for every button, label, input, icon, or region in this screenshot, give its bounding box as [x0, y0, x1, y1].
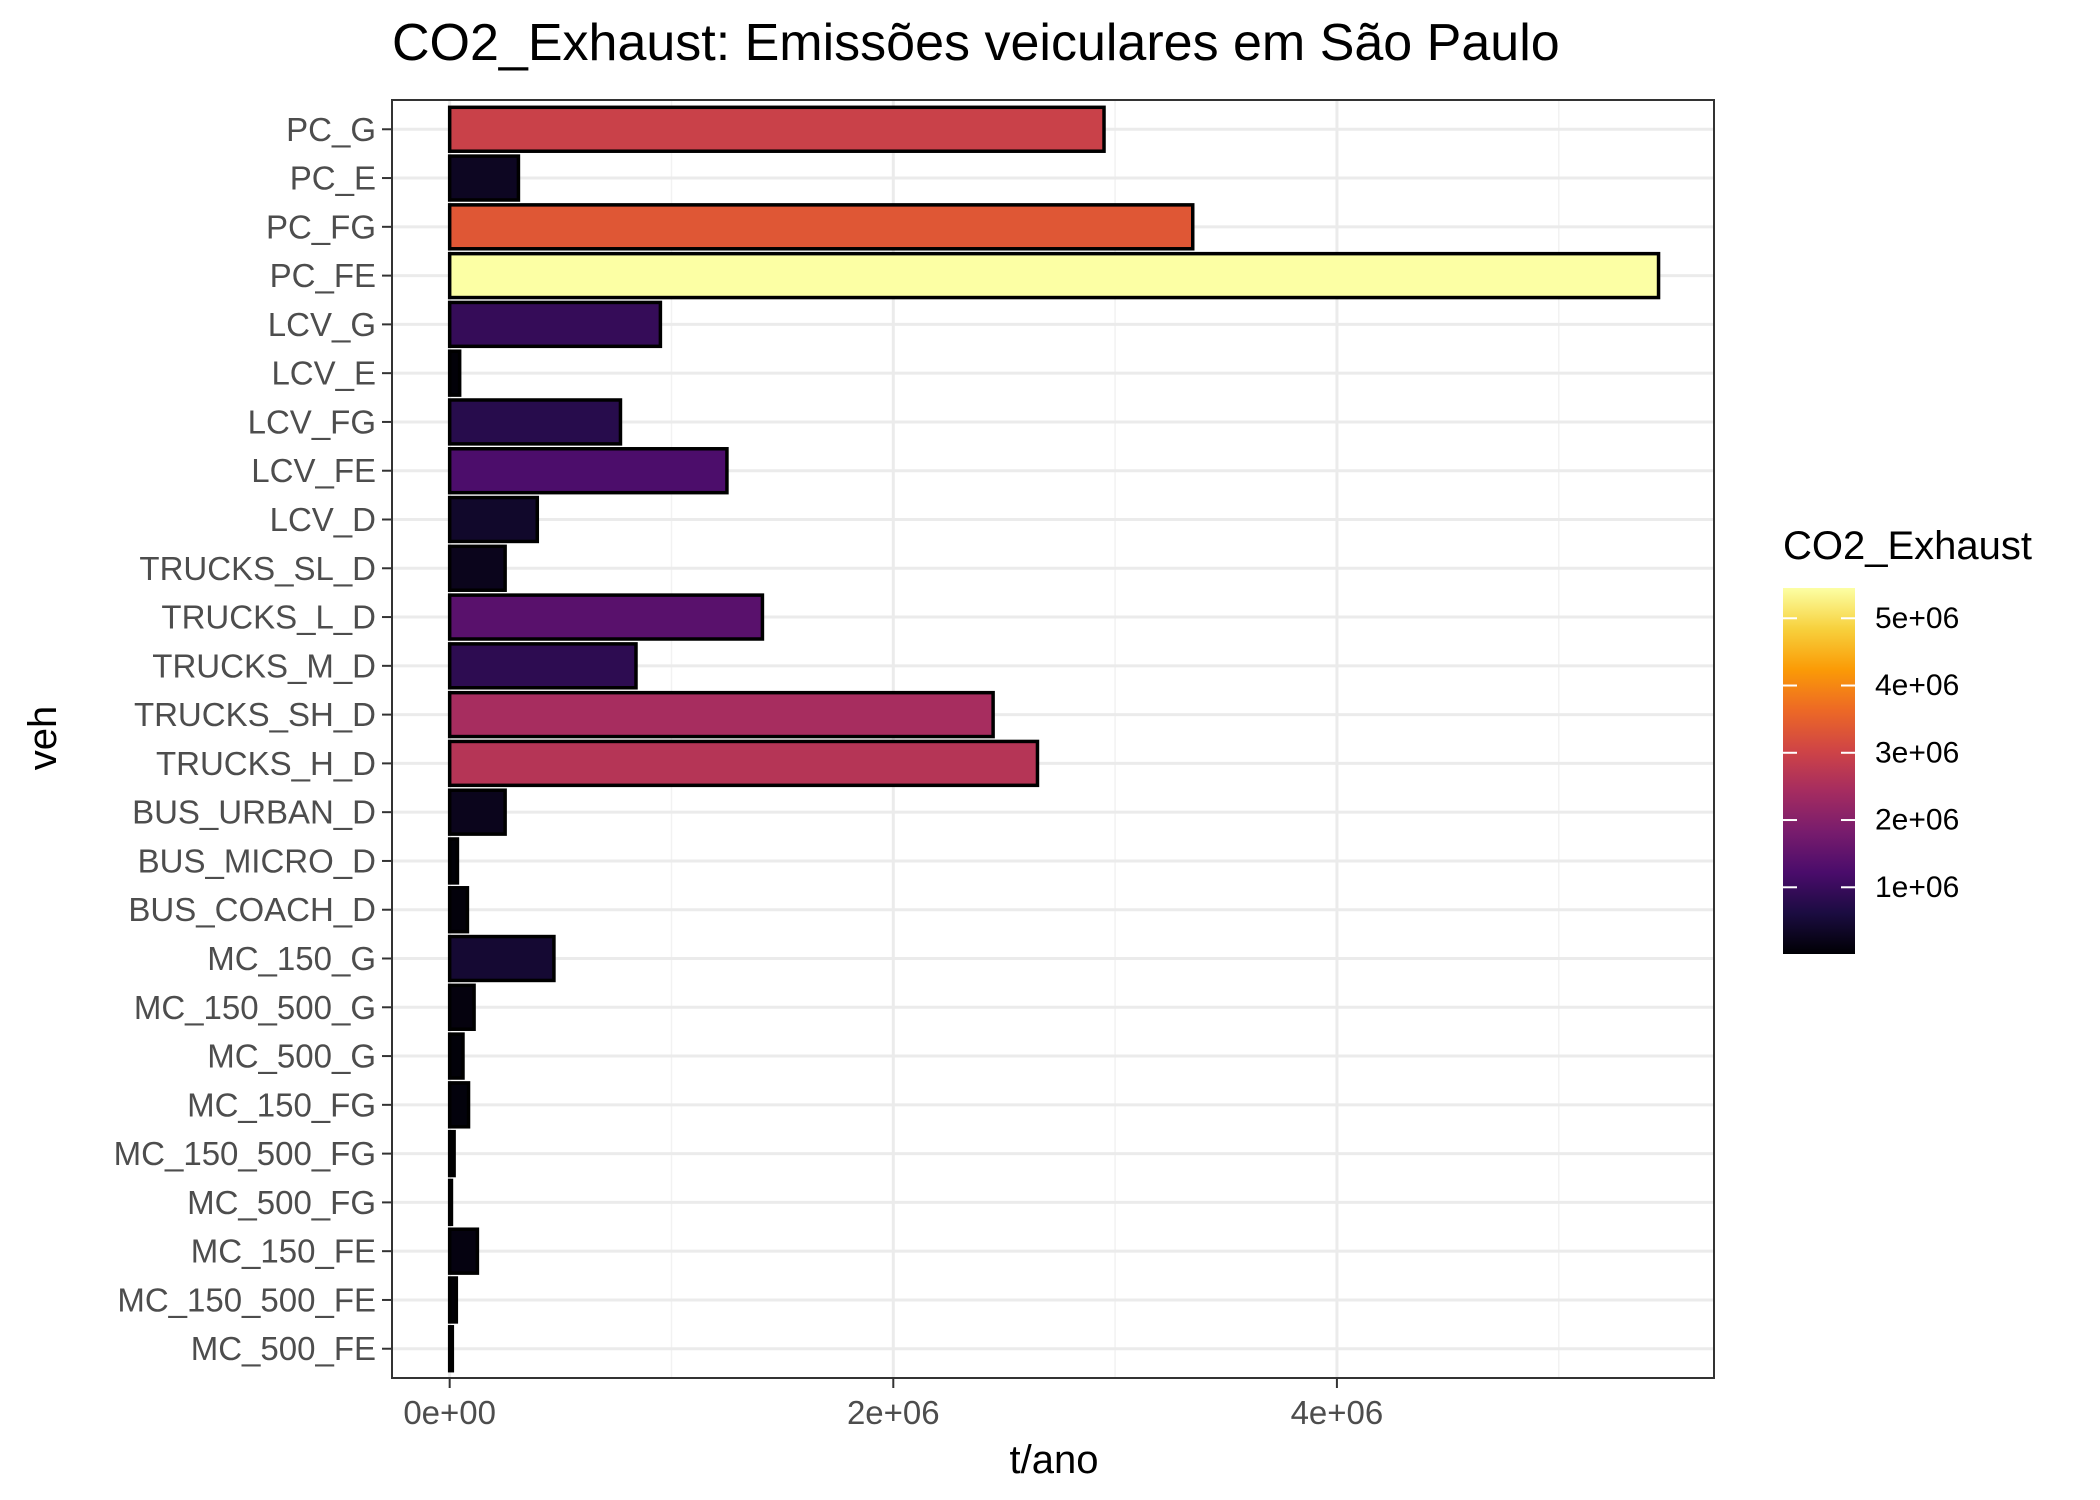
y-tick-label: MC_500_G	[207, 1038, 376, 1075]
bar	[447, 1081, 471, 1129]
y-tick-label: LCV_E	[271, 355, 376, 392]
y-tick-label: TRUCKS_M_D	[152, 647, 376, 684]
panel-border	[391, 99, 1715, 1379]
legend-tick-label: 2e+06	[1875, 804, 1959, 837]
y-tick-label: MC_150_500_FE	[117, 1281, 376, 1318]
y-tick-label: LCV_D	[270, 501, 376, 538]
legend-tick-label: 1e+06	[1875, 871, 1959, 904]
bar	[447, 934, 556, 983]
y-tick-label: PC_G	[286, 111, 376, 148]
y-tick-label: MC_150_FE	[191, 1233, 376, 1270]
x-tick-label: 0e+00	[403, 1394, 496, 1431]
y-tick-label: MC_150_G	[207, 940, 376, 977]
legend-colorbar	[1783, 588, 1855, 954]
x-tick-label: 2e+06	[847, 1394, 940, 1431]
bar	[447, 447, 729, 495]
bar	[447, 1276, 459, 1324]
y-tick-label: MC_150_FG	[187, 1086, 376, 1123]
bar	[447, 1325, 455, 1373]
legend-tick-label: 4e+06	[1875, 669, 1959, 702]
bar	[447, 1227, 480, 1275]
chart-title: CO2_Exhaust: Emissões veiculares em São …	[392, 14, 1560, 72]
bar	[447, 1129, 456, 1178]
bar	[447, 983, 476, 1031]
bar	[447, 1032, 465, 1080]
bar	[447, 154, 521, 202]
y-tick-label: BUS_MICRO_D	[138, 842, 376, 879]
y-tick-label: PC_E	[290, 160, 376, 197]
y-tick-label: LCV_G	[268, 306, 376, 343]
bar	[447, 349, 462, 397]
y-tick-label: LCV_FE	[251, 452, 376, 489]
bar	[447, 642, 638, 690]
x-tick-label: 4e+06	[1291, 1394, 1384, 1431]
bar	[447, 1178, 454, 1227]
y-tick-label: MC_500_FG	[187, 1184, 376, 1221]
bar	[447, 837, 460, 885]
y-tick-label: PC_FE	[270, 257, 376, 294]
bar	[447, 300, 663, 349]
legend-title: CO2_Exhaust	[1783, 524, 2032, 568]
bar	[447, 886, 470, 934]
y-tick-label: TRUCKS_H_D	[156, 745, 376, 782]
bar	[447, 690, 995, 739]
y-tick-label: MC_150_500_G	[134, 989, 376, 1026]
bar	[447, 544, 507, 592]
y-tick-label: TRUCKS_SH_D	[134, 696, 376, 733]
bar	[447, 788, 507, 836]
y-tick-label: PC_FG	[266, 208, 376, 245]
y-axis-title: veh	[21, 706, 65, 771]
legend-tick-label: 3e+06	[1875, 736, 1959, 769]
x-axis-title: t/ano	[1010, 1438, 1099, 1482]
y-tick-label: BUS_URBAN_D	[132, 794, 376, 831]
color-legend: CO2_Exhaust 1e+06 2e+06 3e+06 4e+06 5e+06	[1783, 524, 2032, 954]
bar	[447, 495, 540, 544]
y-tick-label: TRUCKS_L_D	[161, 599, 376, 636]
bar	[447, 739, 1040, 788]
bar	[447, 105, 1106, 153]
bar	[447, 251, 1661, 300]
plot-panel: PC_G PC_E PC_FG PC_FE LCV_G LCV_E LCV_FG LCV_FE…	[114, 99, 1715, 1431]
bar	[447, 398, 623, 446]
y-tick-label: MC_500_FE	[191, 1330, 376, 1367]
bar	[447, 593, 765, 641]
y-tick-label: TRUCKS_SL_D	[139, 550, 376, 587]
legend-tick-label: 5e+06	[1875, 602, 1959, 635]
y-tick-label: BUS_COACH_D	[128, 891, 376, 928]
y-tick-label: LCV_FG	[248, 403, 376, 440]
y-tick-label: MC_150_500_FG	[114, 1135, 376, 1172]
bar	[447, 203, 1195, 251]
